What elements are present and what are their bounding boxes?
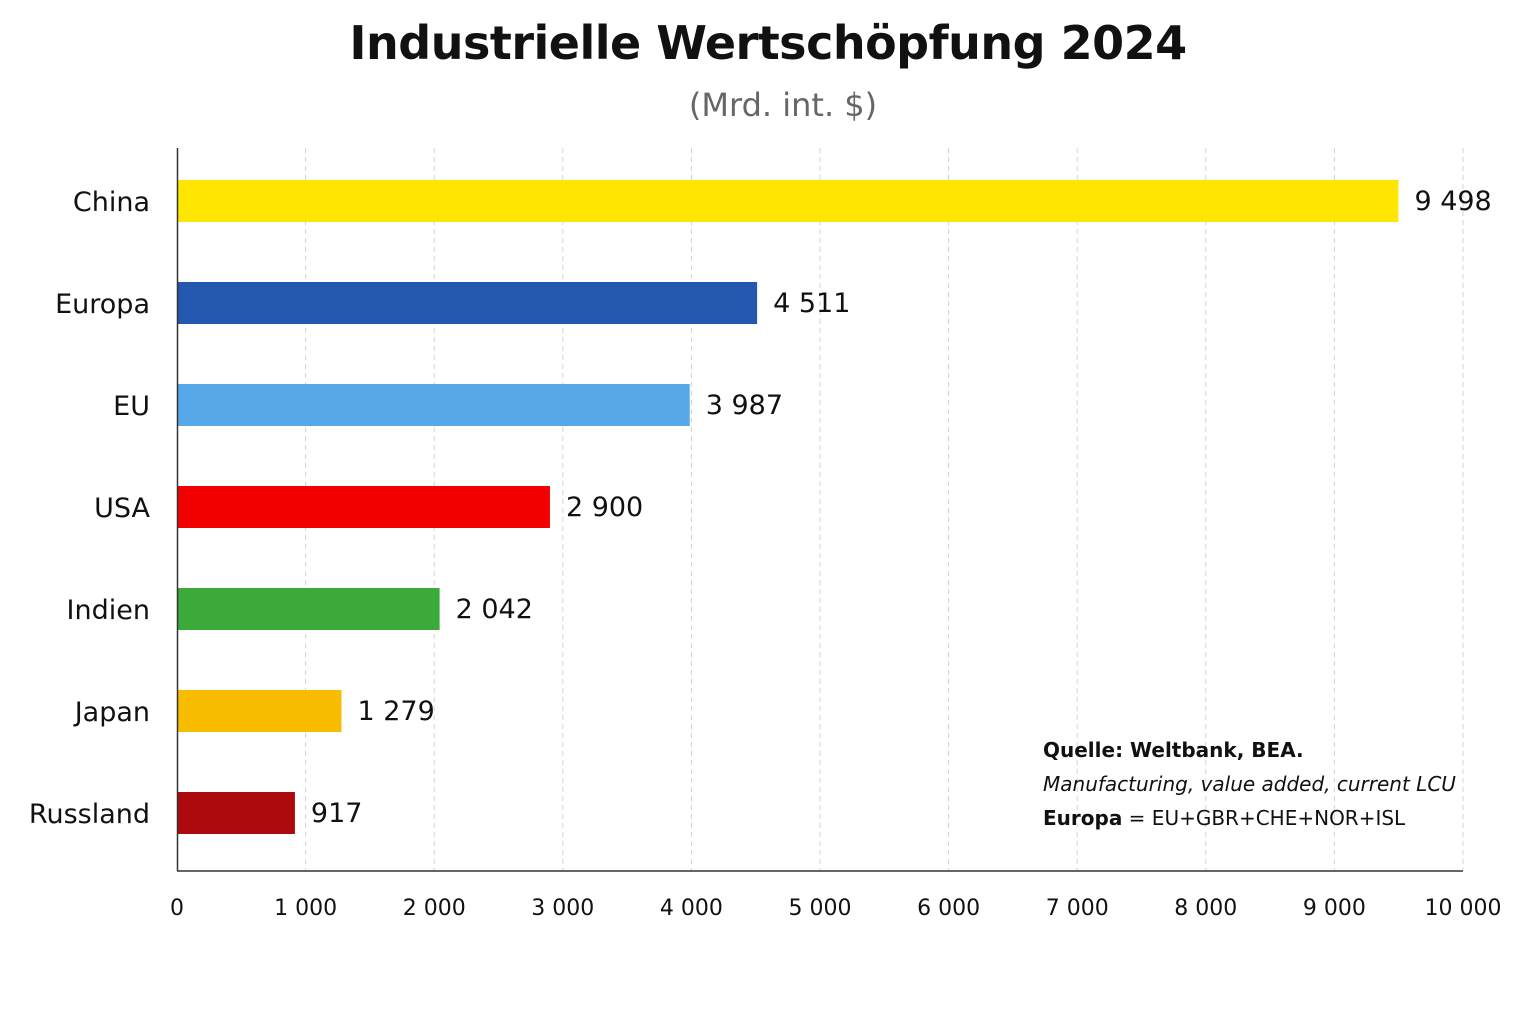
bar-japan bbox=[177, 690, 342, 732]
value-label: 1 279 bbox=[357, 696, 434, 727]
category-label: China bbox=[73, 187, 150, 218]
description-note: Manufacturing, value added, current LCU bbox=[1043, 772, 1456, 796]
x-tick-labels: 0 1 000 2 000 3 000 4 000 5 000 6 000 7 000 8 00… bbox=[170, 896, 1501, 921]
category-label: USA bbox=[94, 493, 150, 524]
europa-definition: = EU+GBR+CHE+NOR+ISL bbox=[1122, 806, 1406, 830]
value-label: 4 511 bbox=[773, 288, 850, 319]
category-label: Europa bbox=[55, 289, 150, 320]
x-tick-label: 3 000 bbox=[531, 896, 594, 921]
x-tick-label: 1 000 bbox=[274, 896, 337, 921]
category-label: EU bbox=[113, 391, 150, 422]
x-tick-label: 9 000 bbox=[1303, 896, 1366, 921]
x-tick-label: 10 000 bbox=[1425, 896, 1502, 921]
category-label: Japan bbox=[73, 697, 150, 728]
source-note: Quelle: Weltbank, BEA. bbox=[1043, 738, 1304, 762]
bar-europa bbox=[177, 282, 758, 324]
value-labels: 9 498 4 511 3 987 2 900 2 042 1 279 917 bbox=[311, 186, 1492, 829]
category-labels: China Europa EU USA Indien Japan Russland bbox=[29, 187, 151, 830]
value-label: 917 bbox=[311, 798, 363, 829]
x-tick-label: 7 000 bbox=[1046, 896, 1109, 921]
bar-eu bbox=[177, 384, 690, 426]
x-tick-label: 6 000 bbox=[917, 896, 980, 921]
europa-definition-note: Europa = EU+GBR+CHE+NOR+ISL bbox=[1043, 806, 1405, 830]
value-label: 3 987 bbox=[706, 390, 783, 421]
x-tick-label: 2 000 bbox=[403, 896, 466, 921]
category-label: Russland bbox=[29, 799, 150, 830]
bar-usa bbox=[177, 486, 550, 528]
bar-indien bbox=[177, 588, 440, 630]
bar-china bbox=[177, 180, 1399, 222]
value-label: 2 042 bbox=[456, 594, 533, 625]
europa-label: Europa bbox=[1043, 806, 1123, 830]
bars bbox=[177, 180, 1399, 834]
x-tick-label: 4 000 bbox=[660, 896, 723, 921]
x-tick-label: 5 000 bbox=[789, 896, 852, 921]
value-label: 9 498 bbox=[1414, 186, 1491, 217]
bar-russland bbox=[177, 792, 295, 834]
chart-subtitle: (Mrd. int. $) bbox=[688, 86, 878, 124]
chart-title: Industrielle Wertschöpfung 2024 bbox=[349, 16, 1187, 70]
category-label: Indien bbox=[67, 595, 150, 626]
x-tick-label: 0 bbox=[170, 896, 184, 921]
value-label: 2 900 bbox=[566, 492, 643, 523]
x-tick-label: 8 000 bbox=[1174, 896, 1237, 921]
